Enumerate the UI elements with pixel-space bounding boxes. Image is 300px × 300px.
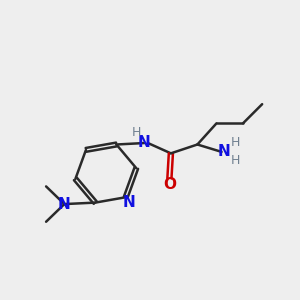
Text: H: H: [131, 126, 141, 139]
Text: O: O: [163, 177, 176, 192]
Text: N: N: [218, 144, 230, 159]
Text: H: H: [231, 154, 240, 166]
Text: N: N: [58, 196, 71, 211]
Text: H: H: [231, 136, 240, 149]
Text: N: N: [138, 135, 151, 150]
Text: N: N: [123, 195, 136, 210]
